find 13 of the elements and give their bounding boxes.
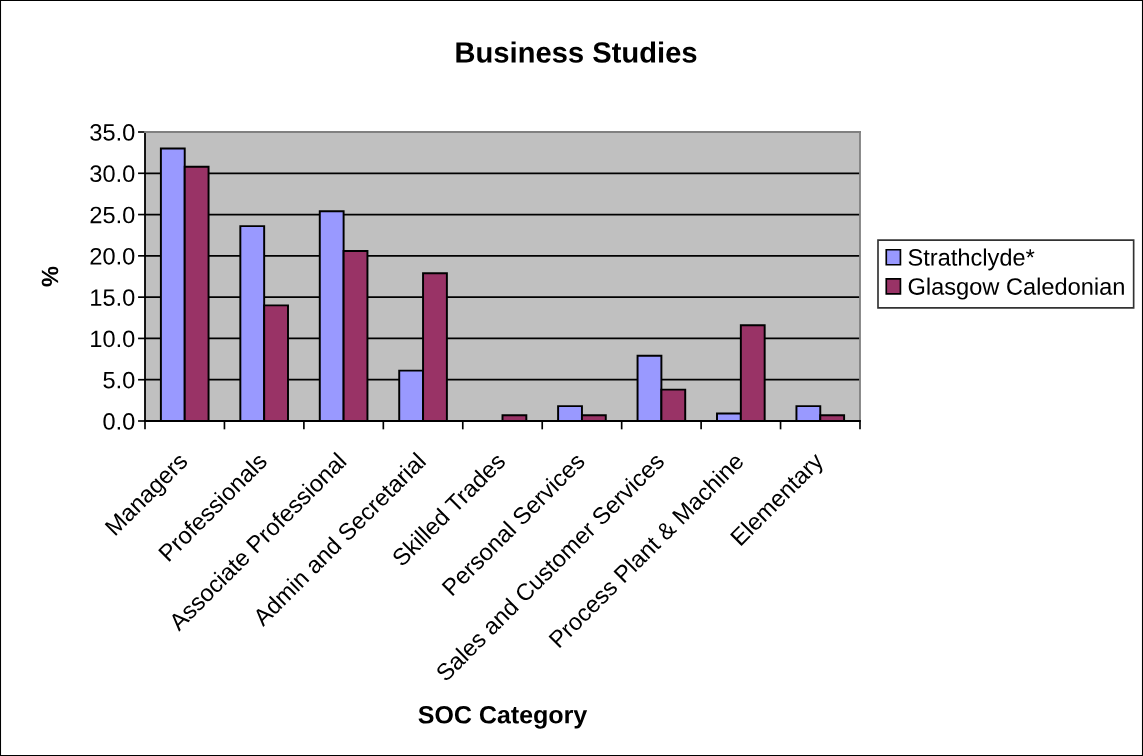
legend-label: Strathclyde* xyxy=(908,248,1035,271)
y-tick-label: 20.0 xyxy=(90,247,135,265)
y-tick-label: 0.0 xyxy=(103,413,135,430)
chart-title: Business Studies xyxy=(456,41,697,63)
y-axis-title: % xyxy=(41,266,59,287)
y-tick-label: 5.0 xyxy=(103,371,135,389)
y-tick-label: 15.0 xyxy=(91,289,135,306)
y-tick-label: 25.0 xyxy=(90,206,135,224)
y-tick-label: 10.0 xyxy=(91,330,135,348)
x-axis-title: SOC Category xyxy=(418,705,588,729)
legend-label: Glasgow Caledonian xyxy=(908,277,1124,300)
y-tick-label: 35.0 xyxy=(90,124,135,141)
y-tick-label: 30.0 xyxy=(90,165,135,183)
